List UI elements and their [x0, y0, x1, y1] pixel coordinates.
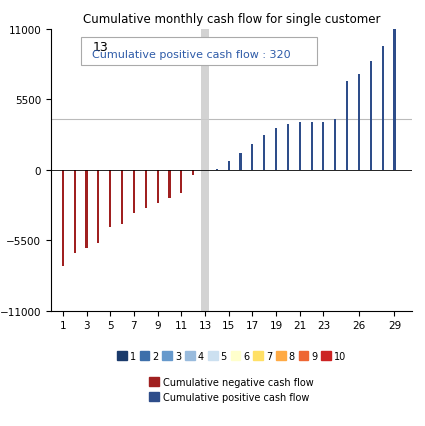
Bar: [62, 170, 64, 266]
Bar: [382, 46, 384, 170]
Text: 13: 13: [93, 41, 108, 54]
FancyBboxPatch shape: [81, 37, 317, 66]
Bar: [311, 123, 313, 170]
Bar: [275, 128, 277, 170]
Bar: [216, 169, 218, 170]
Bar: [322, 123, 324, 170]
Bar: [121, 170, 123, 224]
Bar: [370, 62, 372, 170]
Bar: [251, 145, 253, 170]
Bar: [74, 170, 76, 253]
Bar: [299, 123, 301, 170]
Bar: [133, 170, 135, 214]
Bar: [334, 119, 336, 170]
Bar: [144, 170, 147, 209]
Bar: [85, 170, 88, 248]
Bar: [239, 154, 241, 170]
Bar: [358, 75, 360, 170]
Bar: [156, 170, 159, 204]
Bar: [192, 170, 194, 176]
Bar: [287, 124, 289, 170]
Bar: [201, 30, 209, 311]
Bar: [228, 161, 230, 170]
Bar: [180, 170, 182, 193]
Text: Cumulative positive cash flow : 320: Cumulative positive cash flow : 320: [93, 50, 291, 60]
Bar: [394, 30, 396, 170]
Bar: [263, 136, 265, 170]
Bar: [97, 170, 99, 243]
Bar: [109, 170, 111, 228]
Bar: [168, 170, 170, 199]
Legend: Cumulative negative cash flow, Cumulative positive cash flow: Cumulative negative cash flow, Cumulativ…: [145, 373, 318, 406]
Title: Cumulative monthly cash flow for single customer: Cumulative monthly cash flow for single …: [83, 13, 380, 26]
Bar: [346, 82, 348, 170]
